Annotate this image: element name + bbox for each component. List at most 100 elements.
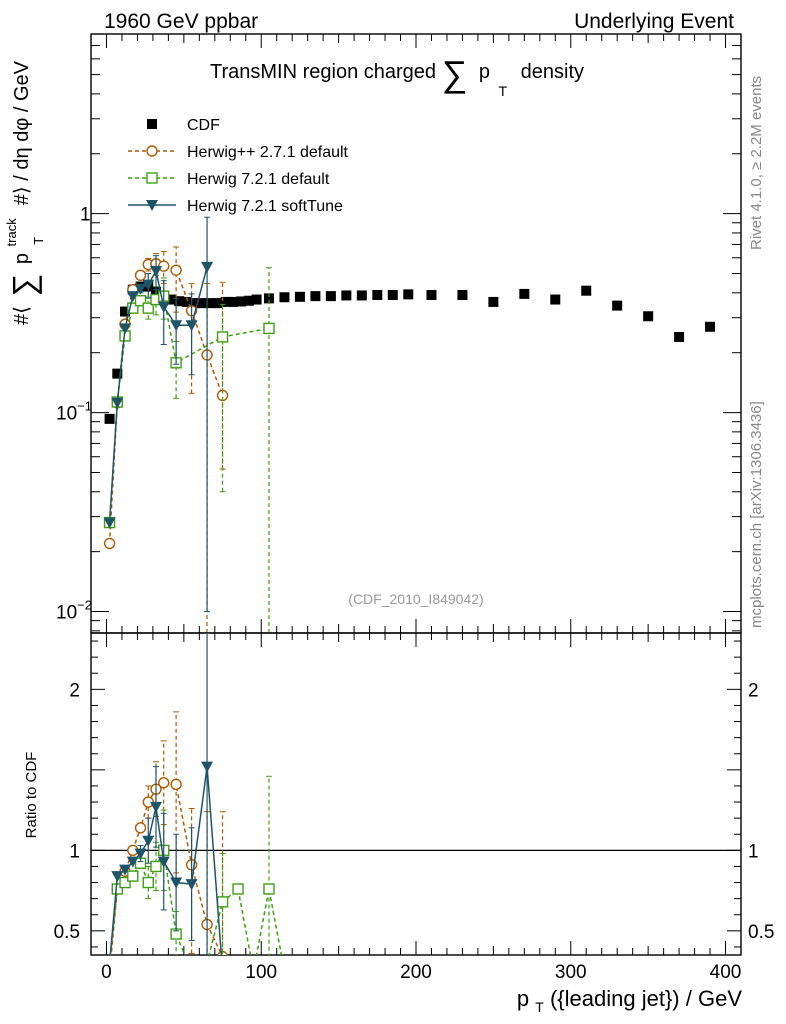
data-point [197,298,208,309]
y-ticks-ratio: 0.5 0.5 1 1 2 2 [54,640,774,948]
y-tick-label: 0.5 [54,922,80,943]
data-point [251,294,262,305]
data-point [279,292,290,303]
legend-entry: Herwig 7.2.1 default [128,171,330,188]
data-point [174,296,185,307]
data-point [185,320,198,332]
data-point [189,298,200,309]
xlabel-t: T [535,999,544,1015]
data-point [581,285,592,296]
legend-label: CDF [187,117,220,134]
data-point [150,860,162,873]
data-point [142,835,155,847]
xlabel-rest: ({leading jet}) / GeV [550,986,742,1011]
data-point [157,301,170,313]
data-point [263,322,275,335]
y-tick-base: 1 [80,205,91,226]
data-point [519,288,530,299]
y-tick-label: 2 [69,680,80,701]
data-point [142,876,154,889]
y-tick-label: 1 [69,841,80,862]
legend-marker [147,119,157,129]
ylabel-track: track [4,218,19,247]
y-tick-exp: −2 [77,598,92,613]
legend-label: Herwig 7.2.1 default [187,171,330,188]
data-point [232,883,244,895]
data-point [705,321,716,332]
x-tick-label: 200 [400,962,432,983]
y-tick-label-right: 0.5 [748,922,774,943]
data-point [103,537,116,550]
data-point [216,331,229,343]
x-tick-label: 300 [555,962,587,983]
y-tick-base: 10 [56,404,77,425]
legend-marker [146,172,158,184]
data-point [457,290,468,301]
title-rest: density [521,61,584,83]
data-point [403,289,414,300]
data-point [127,870,139,882]
data-point [181,296,192,307]
data-point [111,871,124,883]
x-tick-label: 400 [710,962,742,983]
x-tick-label: 100 [245,962,277,983]
data-point [212,298,223,309]
data-point [134,295,147,307]
data-point [426,290,437,301]
y-ticks-main: 10−210−11 [56,33,741,632]
data-point [142,279,155,291]
data-point [372,290,383,301]
data-point [185,879,198,891]
legend-entry: CDF [147,117,220,134]
data-point [310,291,321,302]
data-point [170,320,183,332]
data-point [488,296,499,307]
data-point [112,368,123,379]
title-t: T [499,83,508,99]
y-axis-label: #⟨ ∑ p track T #⟩ / dη dφ / GeV [0,60,48,325]
data-point [236,296,247,307]
legend-marker [146,145,158,157]
data-point [387,290,398,301]
data-point [294,291,305,302]
data-point [126,856,139,868]
title-p: p [479,61,490,83]
data-point [150,265,162,277]
data-point [119,864,132,876]
title-main: TransMIN region charged [210,61,436,83]
data-point [550,294,561,305]
legend: CDF Herwig++ 2.7.1 default Herwig 7.2.1 de… [128,117,349,215]
data-point [228,296,239,307]
data-point [674,331,685,342]
data-point [157,856,170,868]
data-point [150,801,162,813]
y-tick-base: 10 [56,603,77,624]
data-point [158,777,170,789]
legend-entry: Herwig++ 2.7.1 default [128,144,349,161]
xlabel-p: p [517,986,529,1011]
y-tick-label-right: 2 [748,680,759,701]
ratio-plot-area: 0.5 0.5 1 1 2 2 [54,632,774,956]
data-point [134,848,147,860]
y-tick-label: 10−1 [56,399,92,425]
ratio-y-axis-label: Ratio to CDF [23,752,40,839]
data-point [220,296,231,307]
legend-label: Herwig 7.2.1 softTune [187,198,343,215]
data-point [142,302,154,314]
data-point [166,294,177,305]
main-series-herwig-7-2-1-softtune [103,216,214,613]
data-point [216,896,229,908]
analysis-id: (CDF_2010_I849042) [348,591,483,607]
data-point [111,397,124,409]
ylabel-t: T [31,237,46,245]
main-title: TransMIN region charged ∑ p T density [210,53,584,101]
y-tick-exp: −1 [77,399,92,414]
data-point [170,778,182,791]
data-point [612,300,623,311]
data-point [356,290,367,301]
x-axis-label: p T ({leading jet}) / GeV [517,986,742,1017]
x-tick-label: 0 [101,962,112,983]
ylabel-post: #⟩ / dη dφ / GeV [11,60,33,205]
